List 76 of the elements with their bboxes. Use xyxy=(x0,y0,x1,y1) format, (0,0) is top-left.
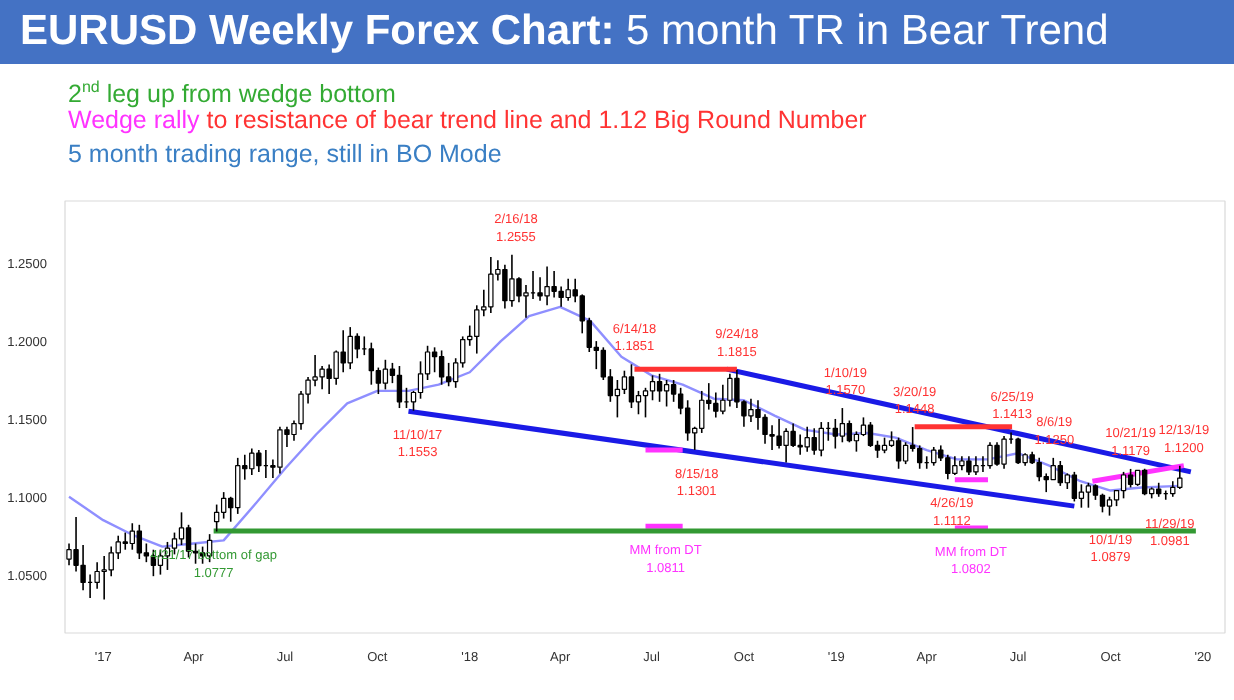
candlestick xyxy=(902,441,909,465)
candlestick xyxy=(916,444,923,470)
candlestick xyxy=(1050,457,1056,481)
candlestick xyxy=(895,436,902,470)
candlestick xyxy=(649,374,656,402)
candlestick xyxy=(256,449,262,473)
candlestick xyxy=(354,332,360,360)
candlestick xyxy=(783,427,789,464)
candlestick xyxy=(368,341,375,386)
chart-title: EURUSD Weekly Forex Chart: 5 month TR in Bear Trend xyxy=(0,0,1234,64)
candlestick xyxy=(1177,464,1183,490)
candlestick xyxy=(537,276,543,302)
candlestick xyxy=(684,399,691,442)
text: to resistance of bear trend line and 1.12 Big Round Number xyxy=(206,106,867,134)
candlestick xyxy=(776,418,782,450)
candlestick xyxy=(853,430,860,453)
candlestick xyxy=(642,387,649,419)
candlestick xyxy=(973,455,979,476)
candlestick xyxy=(178,511,185,546)
candlestick xyxy=(122,531,128,551)
candlestick xyxy=(832,418,839,450)
candlestick xyxy=(249,447,255,476)
candlestick xyxy=(987,441,993,470)
candlestick xyxy=(727,373,733,408)
candlestick xyxy=(438,349,445,386)
candlestick xyxy=(509,253,515,308)
candlestick xyxy=(867,421,874,448)
candlestick xyxy=(66,542,72,567)
candlestick xyxy=(565,278,571,302)
candlestick xyxy=(1057,460,1063,487)
candlestick xyxy=(952,455,958,476)
candlestick xyxy=(1141,467,1148,497)
candlestick xyxy=(614,379,621,419)
candlestick xyxy=(931,446,937,467)
candlestick xyxy=(277,425,283,475)
candlestick xyxy=(129,522,135,551)
candlestick xyxy=(101,555,107,601)
candlestick xyxy=(804,425,810,453)
candlestick xyxy=(340,329,346,374)
candlestick xyxy=(220,491,227,520)
candlestick xyxy=(994,441,1000,467)
candlestick xyxy=(136,524,143,560)
candlestick xyxy=(663,379,670,408)
candlestick xyxy=(670,379,677,403)
candlestick xyxy=(544,265,550,307)
candlestick xyxy=(396,365,403,409)
candlestick xyxy=(790,422,796,448)
candlestick xyxy=(1085,481,1092,509)
candlestick xyxy=(1099,492,1106,514)
candlestick xyxy=(1106,495,1113,517)
candlestick xyxy=(846,419,853,444)
candlestick xyxy=(966,455,972,476)
candlestick xyxy=(1120,471,1127,500)
candlestick xyxy=(1001,435,1007,470)
candlestick xyxy=(748,397,754,423)
candlestick xyxy=(445,362,452,388)
candlestick xyxy=(1127,468,1134,489)
candlestick xyxy=(945,453,951,481)
candlestick xyxy=(818,421,824,458)
candlestick xyxy=(235,457,241,515)
candlestick xyxy=(431,346,438,374)
candlestick xyxy=(656,373,663,403)
text: 2$^{nd}$ leg up from wedge bottom xyxy=(68,78,396,109)
candlestick xyxy=(1015,436,1021,465)
candlestick xyxy=(713,391,719,419)
candlestick xyxy=(1071,471,1078,503)
candlestick xyxy=(347,326,353,370)
candlestick xyxy=(551,270,557,299)
candlestick xyxy=(839,407,846,444)
text: Wedge rally xyxy=(68,106,200,134)
candlestick xyxy=(488,256,494,314)
candlestick xyxy=(382,358,389,391)
text: 5 month trading range, still in BO Mode xyxy=(68,140,502,168)
candlestick xyxy=(628,363,635,409)
candlestick xyxy=(621,369,628,395)
candlestick xyxy=(811,427,817,456)
